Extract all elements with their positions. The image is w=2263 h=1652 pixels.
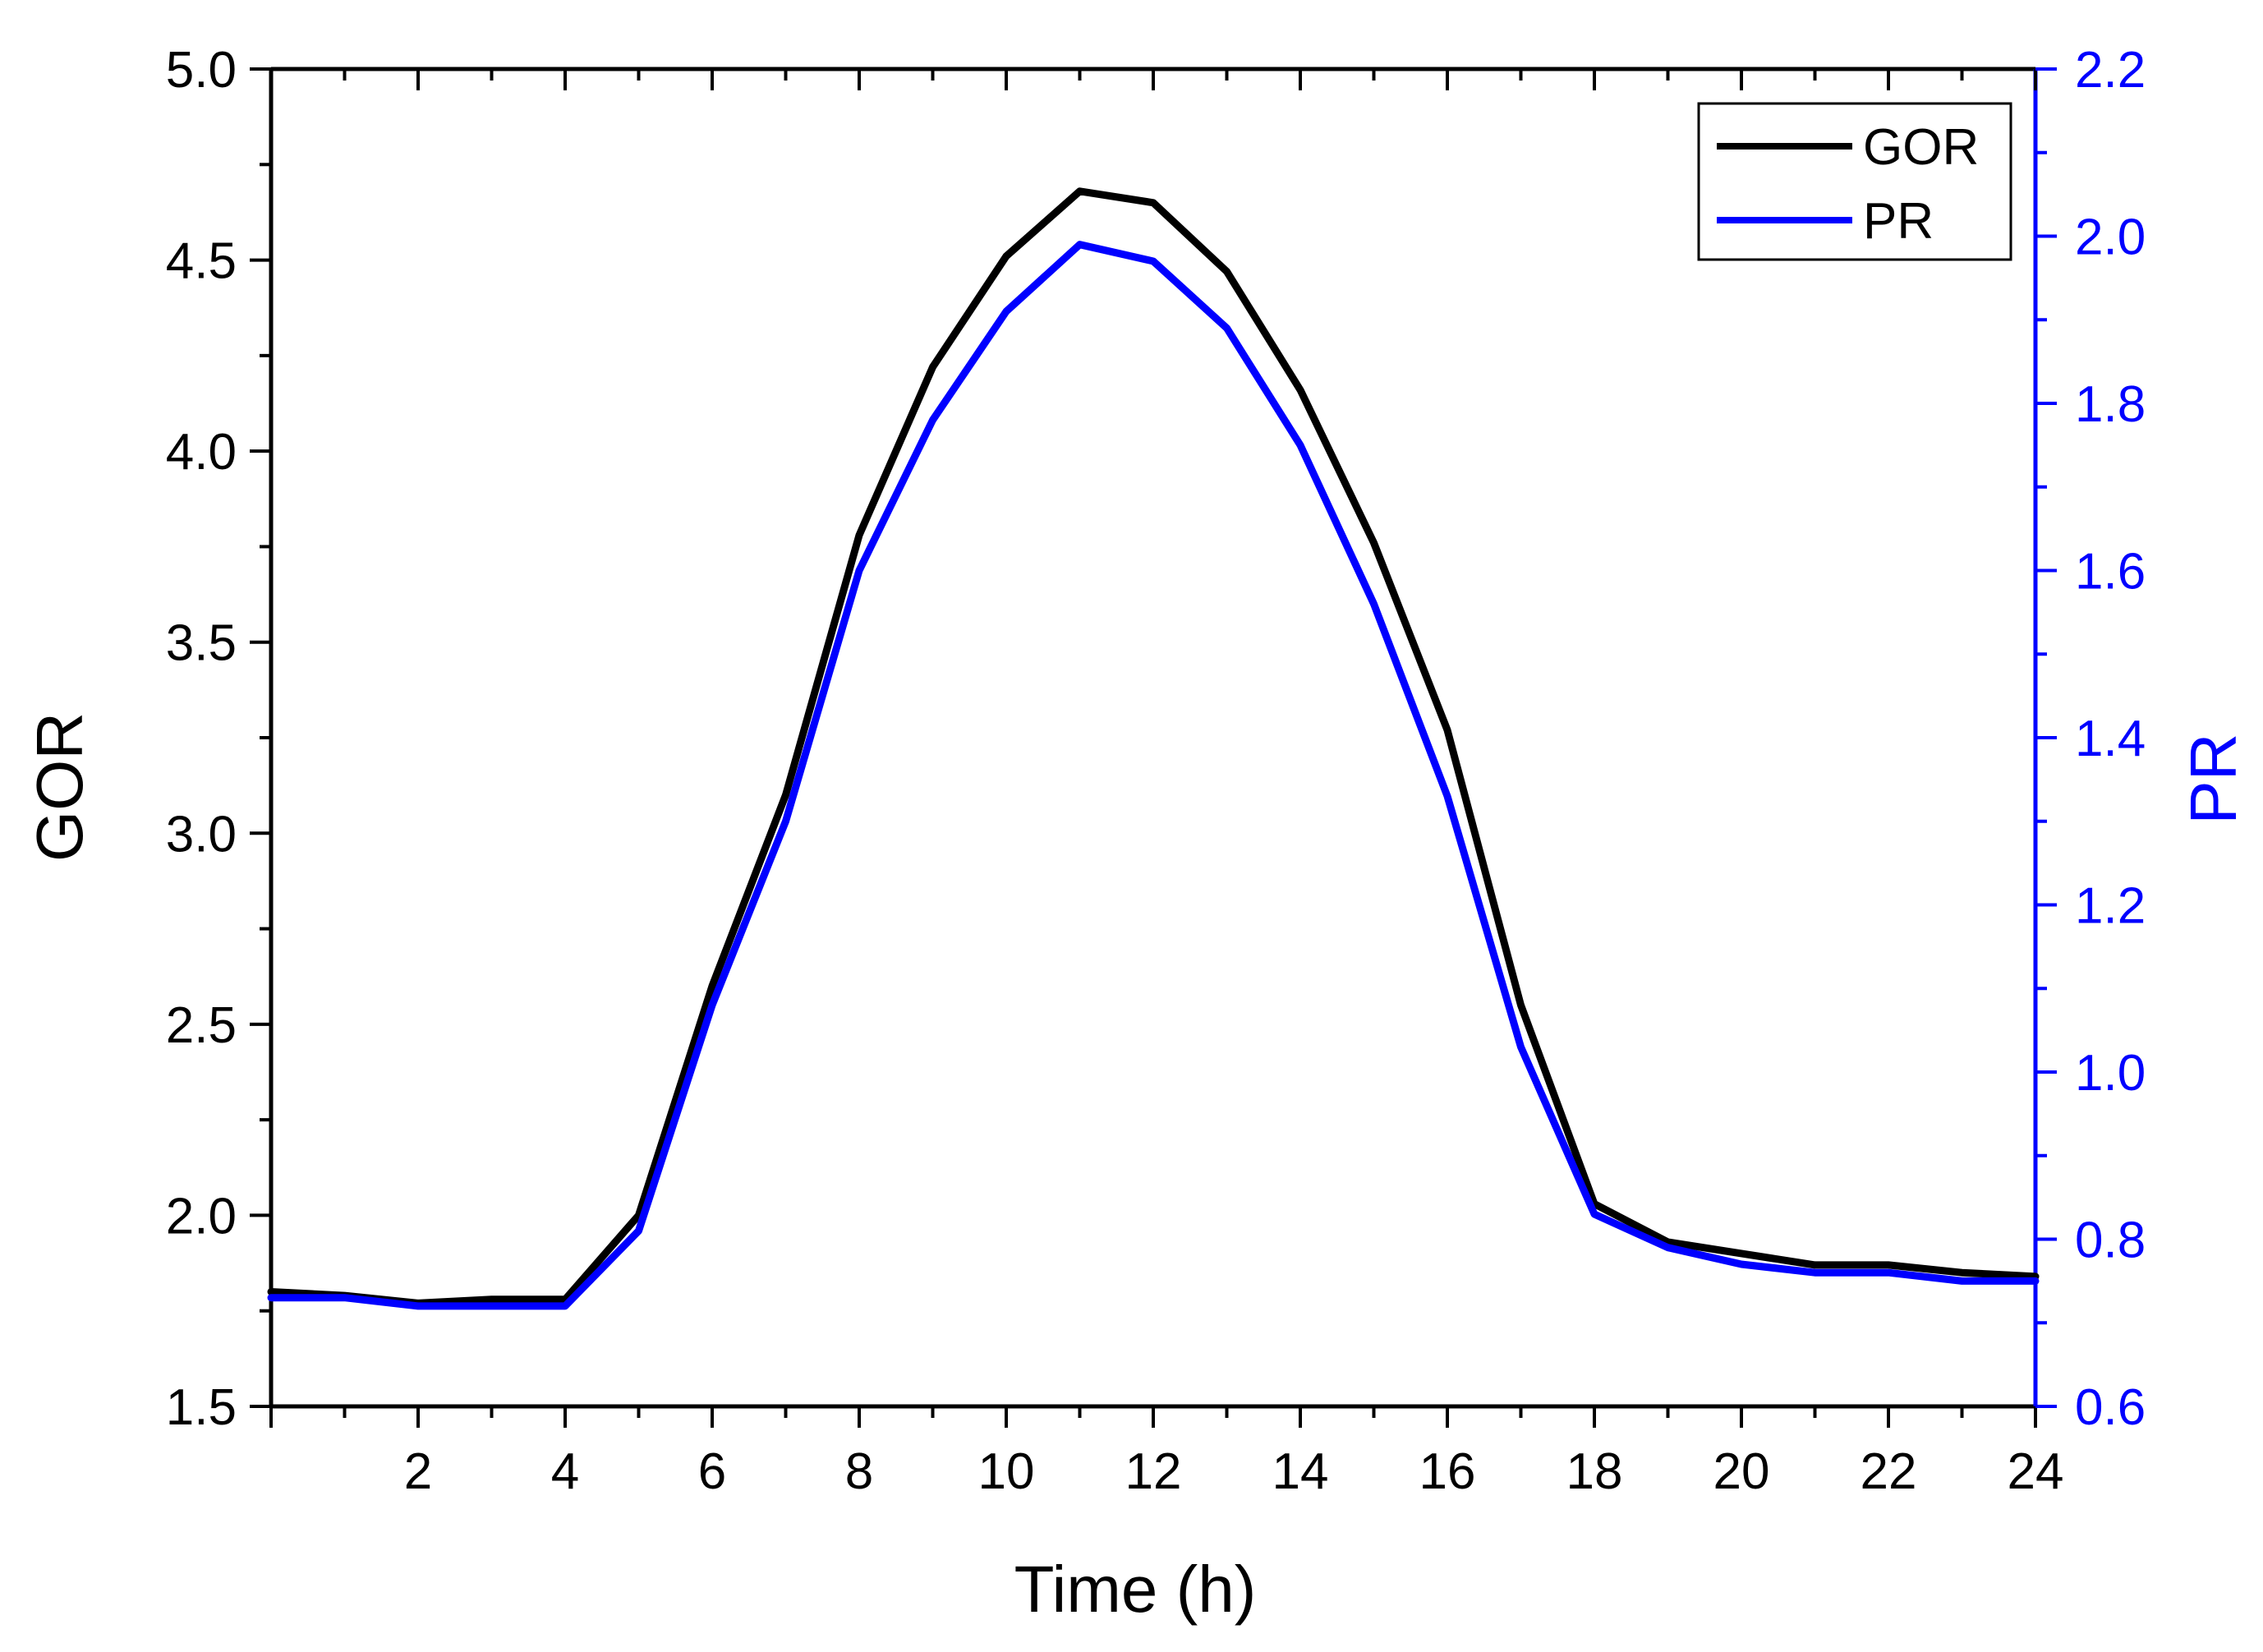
x-tick-label: 22 [1861,1443,1917,1500]
x-tick-label: 16 [1419,1443,1476,1500]
y-tick-label: 2.0 [166,1188,237,1245]
y-tick-label: 3.5 [166,615,237,672]
x-tick-label: 6 [698,1443,726,1500]
y-tick-label: 3.0 [166,806,237,863]
series-group [267,187,2040,1310]
legend-label-pr: PR [1863,193,1934,250]
y2-tick-label: 1.6 [2075,544,2146,601]
y2-tick-label: 2.2 [2075,42,2146,99]
x-tick-label: 10 [978,1443,1035,1500]
y2-tick-label: 1.8 [2075,376,2146,433]
y2-tick-label: 2.0 [2075,209,2146,266]
legend-label-gor: GOR [1863,119,1979,176]
y2-tick-label: 1.4 [2075,711,2146,767]
y2-tick-label: 1.0 [2075,1045,2146,1102]
x-tick-label: 4 [551,1443,579,1500]
x-tick-label: 14 [1272,1443,1329,1500]
x-tick-label: 18 [1566,1443,1623,1500]
x-axis-title: Time (h) [1014,1553,1257,1626]
axes-group: 2 4 6 8 10 12 14 16 18 20 22 241.52.02.53.03.54.04.… [166,42,2146,1500]
x-tick-label: 20 [1713,1443,1770,1500]
y2-axis-title: PR [2177,733,2250,824]
y-tick-label: 4.0 [166,424,237,481]
x-tick-label: 24 [2008,1443,2064,1500]
legend: GOR PR [1697,102,2012,261]
y-axis-title: GOR [23,712,96,862]
y-tick-label: 4.5 [166,233,237,290]
legend-box [1697,102,2012,261]
y2-tick-label: 1.2 [2075,878,2146,935]
y-tick-label: 1.5 [166,1379,237,1436]
series-line-gor [267,187,2040,1307]
y2-tick-label: 0.8 [2075,1213,2146,1269]
y2-tick-label: 0.6 [2075,1379,2146,1436]
x-tick-label: 12 [1125,1443,1182,1500]
y-tick-label: 2.5 [166,997,237,1054]
x-tick-label: 8 [845,1443,873,1500]
series-line-pr [267,241,2040,1310]
x-tick-label: 2 [404,1443,432,1500]
y-tick-label: 5.0 [166,42,237,99]
